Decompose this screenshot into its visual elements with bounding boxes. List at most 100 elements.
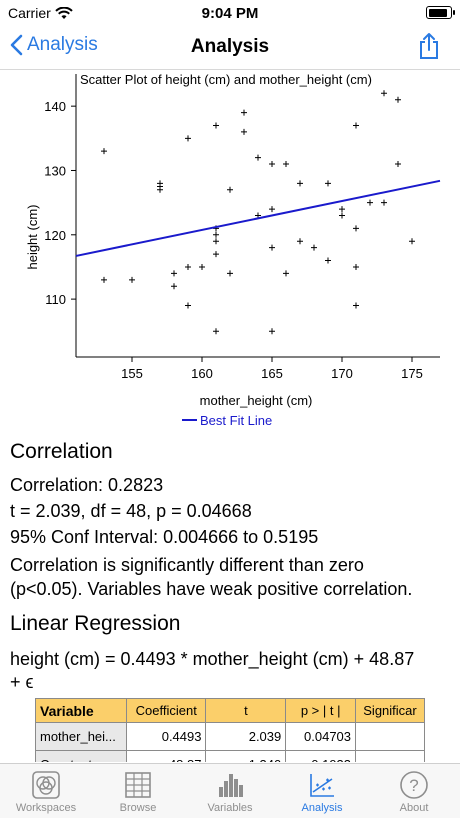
correlation-heading: Correlation	[10, 440, 113, 463]
tab-label: About	[399, 802, 429, 814]
data-point	[395, 161, 401, 168]
chart-title: Scatter Plot of height (cm) and mother_h…	[80, 72, 372, 87]
regression-equation-error: + ϵ	[10, 672, 34, 692]
cell-p: 0.1933	[285, 750, 357, 762]
cell-variable: Constant	[35, 750, 127, 762]
data-point	[381, 199, 387, 206]
tab-bar: Workspaces Browse Variables	[0, 763, 460, 818]
data-point	[269, 206, 275, 213]
tab-variables[interactable]: Variables	[184, 764, 276, 818]
data-point	[325, 180, 331, 187]
tab-label: Variables	[207, 802, 253, 814]
correlation-value: Correlation: 0.2823	[10, 475, 164, 495]
correlation-conf-interval: 95% Conf Interval: 0.004666 to 0.5195	[10, 527, 319, 547]
workspaces-icon	[32, 771, 60, 799]
legend-label: Best Fit Line	[200, 413, 272, 428]
data-point	[241, 109, 247, 116]
back-button[interactable]: Analysis	[10, 34, 98, 56]
cell-t: 1.340	[205, 750, 287, 762]
table-row[interactable]: mother_hei... 0.4493 2.039 0.04703	[35, 722, 425, 751]
data-point	[269, 328, 275, 335]
correlation-t-stat: t = 2.039, df = 48, p = 0.04668	[10, 501, 252, 521]
scatter-icon	[310, 774, 334, 797]
data-point	[283, 161, 289, 168]
x-tick-label: 175	[401, 366, 423, 381]
table-row[interactable]: Constant 48.87 1.340 0.1933	[35, 750, 425, 762]
column-header-significance: Significar	[355, 698, 425, 723]
cell-t: 2.039	[205, 722, 287, 751]
data-point	[213, 238, 219, 245]
data-point	[227, 186, 233, 193]
x-tick-label: 160	[191, 366, 213, 381]
data-point	[213, 231, 219, 238]
data-point	[185, 135, 191, 142]
correlation-significance-line1: Correlation is significantly different t…	[10, 555, 364, 575]
tab-label: Analysis	[301, 802, 343, 814]
data-point	[171, 270, 177, 277]
question-icon: ?	[400, 771, 428, 799]
data-point	[129, 276, 135, 283]
data-point	[409, 238, 415, 245]
cell-coefficient: 0.4493	[125, 722, 207, 751]
data-point	[101, 148, 107, 155]
page-title: Analysis	[190, 36, 270, 57]
x-tick-label: 170	[331, 366, 353, 381]
regression-table: Variable Coefficient t p > | t | Signifi…	[35, 698, 425, 762]
tab-analysis[interactable]: Analysis	[276, 764, 368, 818]
data-point	[213, 328, 219, 335]
scatter-chart-svg: 155 160 165 170 175 110 120 130 140 Scatter Plot…	[25, 72, 441, 428]
best-fit-line	[75, 179, 441, 257]
x-tick-label: 165	[261, 366, 283, 381]
wifi-icon	[55, 6, 73, 19]
column-header-t: t	[205, 698, 287, 723]
tab-workspaces[interactable]: Workspaces	[0, 764, 92, 818]
data-point	[311, 244, 317, 251]
data-point	[297, 238, 303, 245]
grid-icon	[125, 772, 151, 798]
x-tick-label: 155	[121, 366, 143, 381]
data-point	[297, 180, 303, 187]
cell-variable: mother_hei...	[35, 722, 127, 751]
back-button-label: Analysis	[27, 34, 98, 55]
carrier-label: Carrier	[8, 5, 51, 21]
battery-icon	[426, 6, 455, 19]
data-point	[157, 186, 163, 193]
tab-label: Browse	[119, 802, 157, 814]
cell-significance	[355, 750, 425, 762]
data-point	[381, 90, 387, 97]
tab-browse[interactable]: Browse	[92, 764, 184, 818]
tab-label: Workspaces	[15, 802, 77, 814]
correlation-significance-line2: (p<0.05). Variables have weak positive c…	[10, 579, 413, 599]
data-point	[171, 283, 177, 290]
navigation-bar: Analysis Analysis	[0, 26, 460, 70]
data-point	[101, 276, 107, 283]
status-bar: Carrier 9:04 PM	[0, 0, 460, 26]
status-time: 9:04 PM	[201, 5, 259, 22]
data-point	[367, 199, 373, 206]
data-point	[269, 161, 275, 168]
status-left: Carrier	[8, 5, 73, 21]
data-point	[185, 302, 191, 309]
table-header-row: Variable Coefficient t p > | t | Signifi…	[35, 698, 425, 723]
tab-about[interactable]: ? About	[368, 764, 460, 818]
svg-text:?: ?	[409, 776, 418, 795]
y-tick-label: 130	[44, 163, 66, 178]
share-button[interactable]	[418, 32, 440, 65]
share-icon	[420, 33, 438, 59]
regression-heading: Linear Regression	[10, 612, 181, 635]
data-point	[339, 206, 345, 213]
data-point	[325, 257, 331, 264]
data-point	[241, 128, 247, 135]
column-header-p: p > | t |	[285, 698, 357, 723]
cell-significance	[355, 722, 425, 751]
regression-equation: height (cm) = 0.4493 * mother_height (cm…	[10, 649, 415, 669]
data-point	[269, 244, 275, 251]
column-header-coefficient: Coefficient	[125, 698, 207, 723]
data-point	[227, 270, 233, 277]
regression-table-container[interactable]: Variable Coefficient t p > | t | Signifi…	[35, 698, 425, 762]
data-point	[353, 122, 359, 129]
data-point	[395, 96, 401, 103]
data-point	[283, 270, 289, 277]
data-point	[213, 122, 219, 129]
data-point	[353, 225, 359, 232]
